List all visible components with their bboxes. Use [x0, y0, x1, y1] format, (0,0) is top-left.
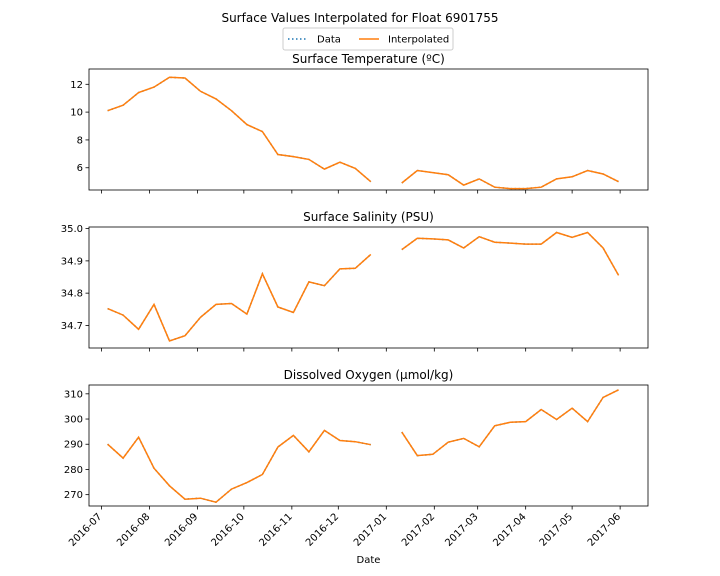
figure-title: Surface Values Interpolated for Float 69… [221, 11, 498, 25]
x-tick-label: 2017-03 [443, 511, 480, 548]
x-tick-label: 2016-09 [163, 511, 200, 548]
x-tick-label: 2017-02 [400, 511, 437, 548]
x-tick-label: 2017-04 [491, 511, 528, 548]
x-tick-label: 2017-01 [352, 511, 389, 548]
y-tick-label: 280 [64, 465, 83, 476]
y-tick-label: 6 [77, 163, 83, 174]
panels: Surface Temperature (ºC) 6 8 10 12 Surface Sa… [61, 52, 649, 549]
interpolated-series-line [401, 169, 619, 190]
panel-title: Dissolved Oxygen (µmol/kg) [284, 368, 454, 382]
interpolated-series-line [107, 429, 371, 504]
data-series-line [107, 429, 371, 504]
y-tick-label: 310 [64, 389, 83, 400]
plot-frame [88, 226, 649, 349]
legend-data-label: Data [317, 35, 341, 46]
interpolated-series-line [107, 253, 372, 342]
panel-title: Surface Salinity (PSU) [303, 210, 434, 224]
y-tick-label: 34.8 [61, 289, 83, 300]
interpolated-series-line [107, 76, 372, 183]
x-tick-label: 2016-10 [210, 511, 247, 548]
plot-frame [88, 68, 649, 191]
y-tick-label: 8 [77, 135, 83, 146]
panel-1: Surface Temperature (ºC) 6 8 10 12 [70, 52, 649, 194]
interpolated-series-line [401, 389, 619, 457]
y-tick-label: 290 [64, 440, 83, 451]
legend-interpolated-label: Interpolated [388, 35, 449, 46]
y-tick-label: 10 [70, 108, 83, 119]
y-tick-label: 270 [64, 490, 83, 501]
legend: Data Interpolated [282, 27, 454, 51]
x-axis-label: Date [357, 555, 381, 566]
y-tick-label: 34.7 [61, 321, 83, 332]
panel-2: Surface Salinity (PSU) 34.7 34.8 34.9 35.0 [61, 210, 649, 352]
x-tick-label: 2016-11 [258, 511, 295, 548]
y-tick-label: 12 [70, 80, 83, 91]
plot-frame [88, 384, 649, 507]
y-tick-label: 34.9 [61, 256, 83, 267]
panel-title: Surface Temperature (ºC) [292, 52, 445, 66]
data-series-line [107, 253, 372, 342]
y-tick-label: 35.0 [61, 224, 83, 235]
x-tick-label: 2017-05 [538, 511, 575, 548]
interpolated-series-line [401, 231, 620, 276]
x-tick-label: 2016-08 [115, 511, 152, 548]
x-tick-label: 2016-12 [304, 511, 341, 548]
panel-3: Dissolved Oxygen (µmol/kg) 270 280 290 300 31… [64, 368, 649, 549]
y-tick-label: 300 [64, 415, 83, 426]
x-tick-label: 2017-06 [586, 511, 623, 548]
x-tick-label: 2016-07 [67, 511, 104, 548]
